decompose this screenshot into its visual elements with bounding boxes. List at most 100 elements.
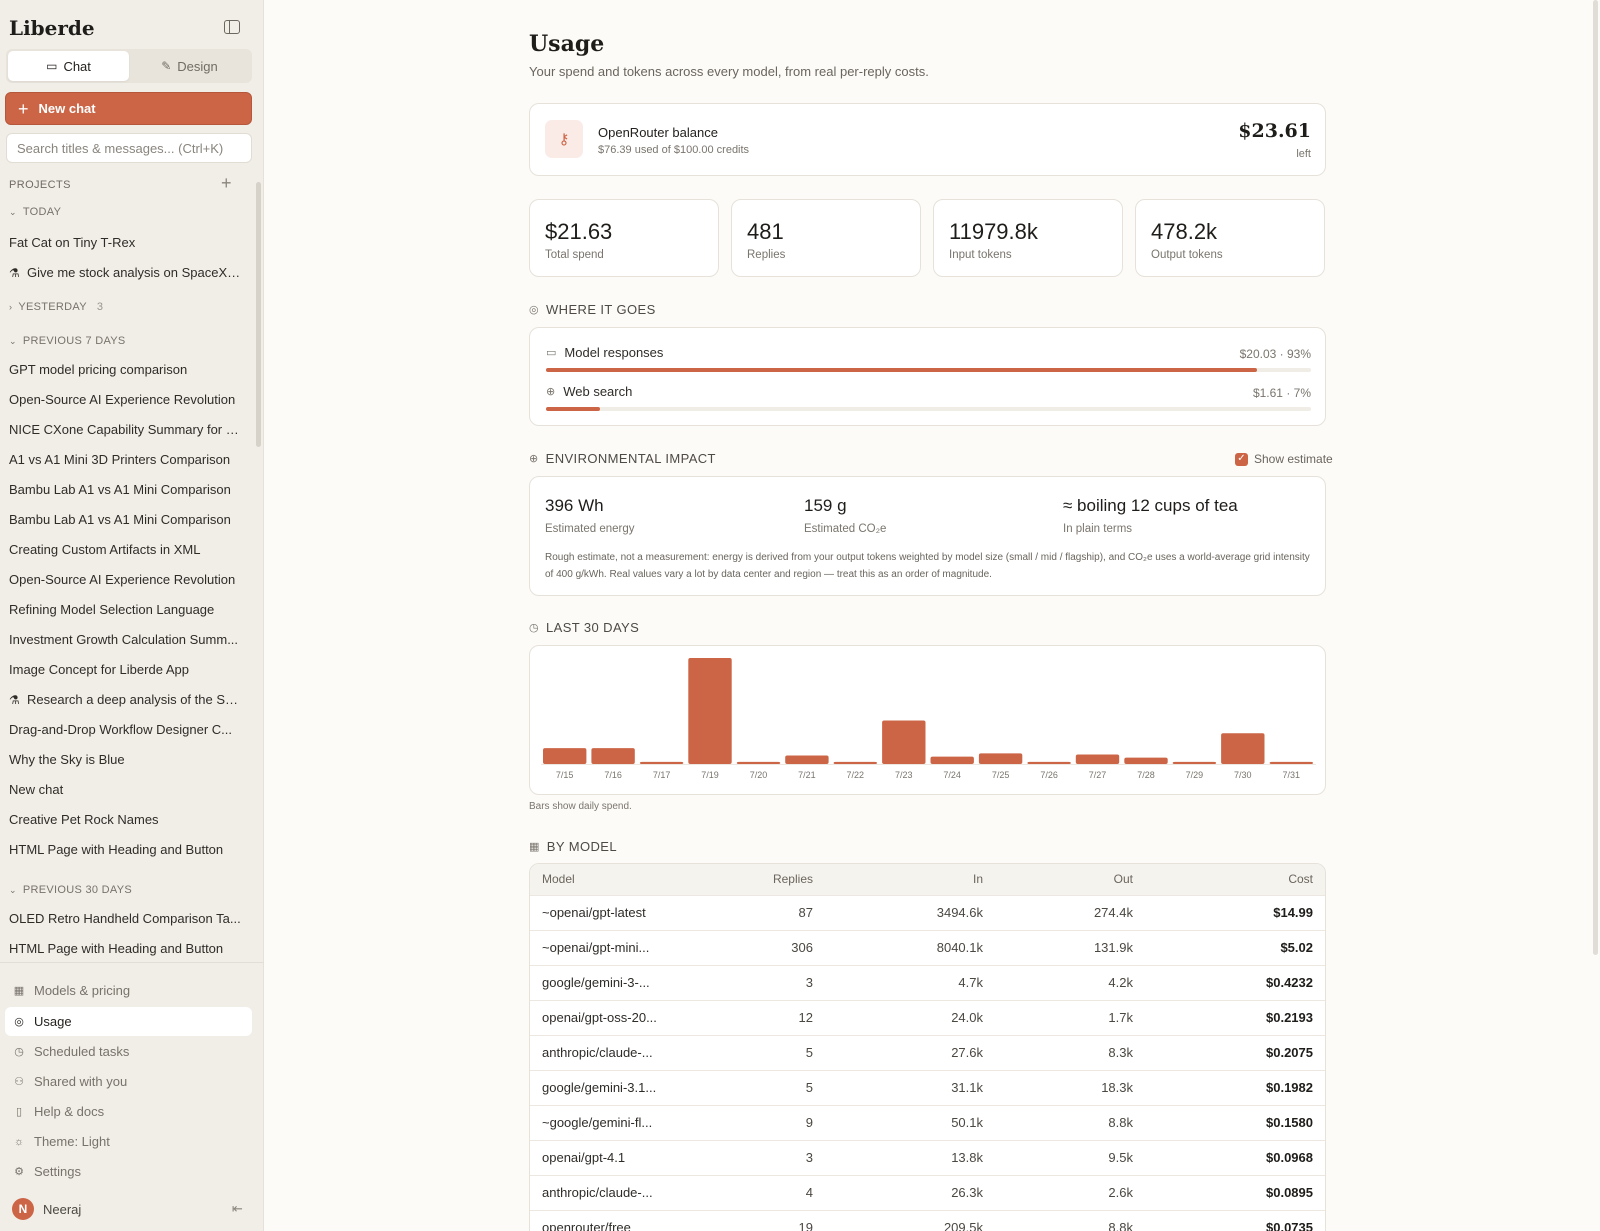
chart-bar-7-27[interactable] [1075,754,1120,765]
group-yesterday[interactable]: › YESTERDAY 3 [9,301,103,313]
nav-settings[interactable]: ⚙ Settings [14,1164,81,1179]
progress-track [546,368,1311,372]
gear-icon: ⚙ [14,1166,24,1178]
chart-bar-7-26[interactable] [1027,761,1071,764]
stat-replies: 481 Replies [731,199,921,277]
chart-bar-7-23[interactable] [882,720,926,765]
chart-tick-label: 7/17 [653,770,671,780]
sidebar-toggle-icon[interactable] [224,20,240,34]
add-project-icon[interactable]: + [221,173,232,193]
in-cell: 31.1k [825,1069,995,1105]
table-row[interactable]: anthropic/claude-... 5 27.6k 8.3k $0.2075 [530,1034,1325,1070]
list-item[interactable]: HTML Page with Heading and Button [9,842,224,857]
target-icon: ◎ [529,304,539,316]
group-today[interactable]: ⌄ TODAY [9,206,61,218]
table-row[interactable]: openai/gpt-4.1 3 13.8k 9.5k $0.0968 [530,1139,1325,1175]
list-item[interactable]: A1 vs A1 Mini 3D Printers Comparison [9,452,231,467]
show-estimate-checkbox[interactable]: ✓ Show estimate [1235,452,1333,466]
in-cell: 3494.6k [825,894,995,930]
chart-bar-7-22[interactable] [833,761,877,764]
user-menu[interactable]: N Neeraj [12,1198,81,1220]
model-cell: ~openai/gpt-mini... [530,929,740,965]
chart-bar-7-17[interactable] [639,761,684,764]
model-cell: openrouter/free [530,1209,740,1231]
column-header[interactable]: Model [542,872,575,887]
chart-bar-7-20[interactable] [736,761,781,764]
chart-bar-7-25[interactable] [978,753,1023,764]
table-row[interactable]: ~openai/gpt-latest 87 3494.6k 274.4k $14.99 [530,894,1325,930]
list-item[interactable]: Creative Pet Rock Names [9,812,159,827]
progress-fill [546,407,600,411]
chart-bar-7-21[interactable] [785,755,829,765]
replies-cell: 12 [740,999,825,1035]
table-row[interactable]: anthropic/claude-... 4 26.3k 2.6k $0.0895 [530,1174,1325,1210]
table-row[interactable]: google/gemini-3.1... 5 31.1k 18.3k $0.1982 [530,1069,1325,1105]
column-header[interactable]: In [972,872,983,887]
clock-icon: ◷ [14,1046,24,1058]
group-previous-7-days[interactable]: ⌄ PREVIOUS 7 DAYS [9,335,126,347]
list-item[interactable]: Refining Model Selection Language [9,602,215,617]
column-header[interactable]: Replies [772,872,813,887]
search-input[interactable]: Search titles & messages... (Ctrl+K) [6,133,252,163]
list-item[interactable]: Investment Growth Calculation Summ... [9,632,239,647]
list-item[interactable]: Open-Source AI Experience Revolution [9,572,236,587]
checkbox-checked-icon[interactable]: ✓ [1235,452,1248,466]
group-yesterday-count: 3 [96,301,104,313]
list-item[interactable]: ⚗ Research a deep analysis of the Sp... [9,692,241,707]
list-item[interactable]: NICE CXone Capability Summary for J... [9,422,241,437]
nav-help-docs[interactable]: ▯ Help & docs [5,1097,252,1126]
chart-bar-7-31[interactable] [1269,761,1313,764]
list-item[interactable]: GPT model pricing comparison [9,362,188,377]
environmental-impact-heading: ⊕ ENVIRONMENTAL IMPACT [529,451,716,466]
nav-scheduled-tasks[interactable]: ◷ Scheduled tasks [14,1044,130,1059]
in-cell: 26.3k [825,1174,995,1210]
list-item[interactable]: Open-Source AI Experience Revolution [9,392,236,407]
pencil-icon: ✎ [161,59,172,73]
cost-cell: $0.0968 [1145,1139,1325,1175]
stat-value: 11979.8k [949,219,1038,244]
table-row[interactable]: google/gemini-3-... 3 4.7k 4.2k $0.4232 [530,964,1325,1000]
page-scrollbar[interactable] [1593,0,1598,955]
nav-theme[interactable]: ☼ Theme: Light [13,1134,110,1149]
list-item[interactable]: Bambu Lab A1 vs A1 Mini Comparison [9,482,231,497]
nav-shared-with-you[interactable]: ⚇ Shared with you [14,1074,128,1089]
chart-bar-7-24[interactable] [930,756,974,764]
list-item[interactable]: Why the Sky is Blue [9,752,125,767]
list-item[interactable]: Bambu Lab A1 vs A1 Mini Comparison [9,512,231,527]
chart-tick-label: 7/24 [943,770,961,780]
in-cell: 50.1k [825,1104,995,1140]
in-cell: 4.7k [825,964,995,1000]
co2-label: Estimated CO₂e [804,523,887,535]
new-chat-button[interactable]: + New chat [5,92,252,125]
chart-bar-7-19[interactable] [688,658,732,764]
nav-usage[interactable]: ◎ Usage [5,1007,252,1036]
chart-bar-7-28[interactable] [1124,757,1168,764]
column-header[interactable]: Out [1113,872,1133,887]
group-previous-30-days[interactable]: ⌄ PREVIOUS 30 DAYS [9,884,132,896]
list-item[interactable]: OLED Retro Handheld Comparison Ta... [9,911,241,926]
column-header[interactable]: Cost [1288,872,1313,887]
logout-icon[interactable]: ⇤ [232,1201,243,1216]
table-row[interactable]: ~google/gemini-fl... 9 50.1k 8.8k $0.1580 [530,1104,1325,1140]
list-item[interactable]: Fat Cat on Tiny T-Rex [9,235,136,250]
nav-models-pricing[interactable]: ▦ Models & pricing [13,983,131,998]
tab-chat[interactable]: ▭ Chat [8,51,129,81]
chart-caption: Bars show daily spend. [529,801,632,812]
chart-bar-7-30[interactable] [1221,733,1265,764]
list-item[interactable]: Image Concept for Liberde App [9,662,189,677]
globe-icon: ⊕ [546,386,556,398]
table-row[interactable]: ~openai/gpt-mini... 306 8040.1k 131.9k $5.02 [530,929,1325,965]
chart-bar-7-16[interactable] [591,748,635,764]
list-item[interactable]: Creating Custom Artifacts in XML [9,542,201,557]
list-item[interactable]: New chat [9,782,64,797]
chart-bar-7-15[interactable] [543,748,587,764]
list-item[interactable]: HTML Page with Heading and Button [9,941,224,956]
list-item[interactable]: ⚗ Give me stock analysis on SpaceX ... [9,265,241,280]
replies-cell: 4 [740,1174,825,1210]
list-item[interactable]: Drag-and-Drop Workflow Designer C... [9,722,232,737]
sidebar-scrollbar[interactable] [256,182,261,447]
table-row[interactable]: openrouter/free 19 209.5k 8.8k $0.0735 [530,1209,1325,1231]
chart-bar-7-29[interactable] [1172,761,1217,764]
tab-design[interactable]: ✎ Design [129,51,250,81]
table-row[interactable]: openai/gpt-oss-20... 12 24.0k 1.7k $0.2193 [530,999,1325,1035]
